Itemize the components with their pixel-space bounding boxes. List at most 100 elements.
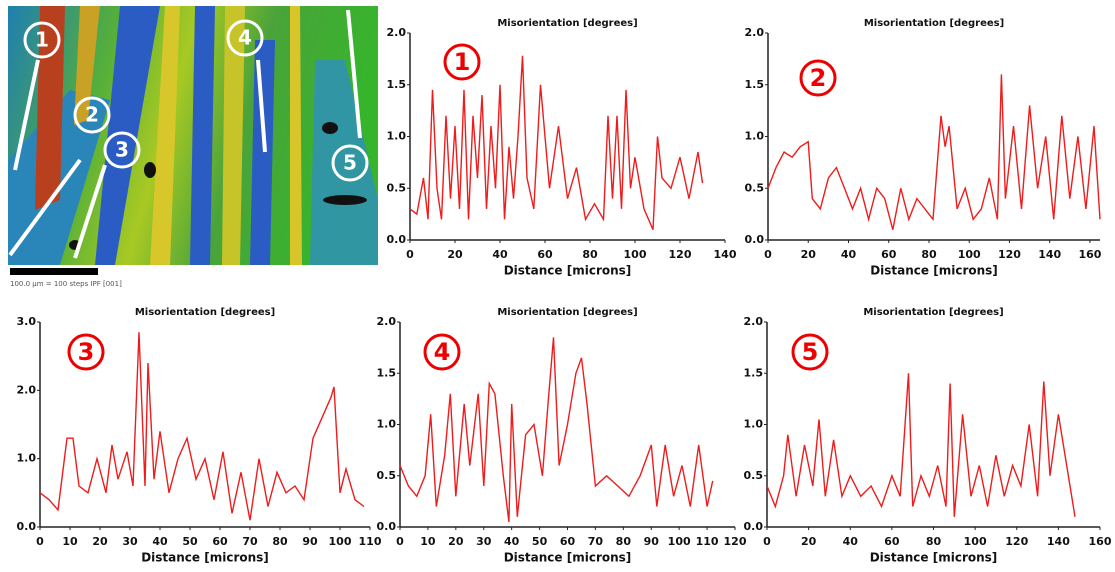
x-axis-label: Distance [microns] (870, 551, 998, 565)
x-tick-label: 0 (764, 248, 772, 261)
x-tick-label: 0 (406, 248, 414, 261)
scale-label: 100.0 µm = 100 steps IPF [001] (10, 280, 122, 288)
data-line (766, 373, 1076, 517)
annotation-circle (791, 333, 829, 371)
x-tick-label: 100 (329, 535, 352, 548)
y-tick-label: 1.5 (377, 366, 397, 379)
annotation: 5 (802, 338, 819, 366)
x-tick-label: 20 (801, 535, 817, 548)
x-axis-label: Distance [microns] (141, 551, 269, 565)
x-tick-label: 80 (616, 535, 632, 548)
x-tick-label: 40 (492, 248, 508, 261)
chart-title: Misorientation [degrees] (863, 307, 1003, 318)
x-tick-label: 0 (763, 535, 771, 548)
x-tick-label: 60 (884, 535, 900, 548)
x-tick-label: 80 (921, 248, 937, 261)
data-line (399, 337, 714, 522)
x-tick-label: 30 (122, 535, 138, 548)
x-tick-label: 140 (1038, 248, 1061, 261)
x-axis-label: Distance [microns] (504, 264, 632, 278)
chart-title: Misorientation [degrees] (497, 307, 637, 318)
x-tick-label: 160 (1078, 248, 1101, 261)
y-tick-label: 0.0 (387, 233, 407, 246)
x-tick-label: 60 (537, 248, 553, 261)
x-tick-label: 100 (624, 248, 647, 261)
y-tick-label: 0.5 (744, 469, 764, 482)
x-tick-label: 80 (582, 248, 598, 261)
y-tick-label: 0.0 (377, 520, 397, 533)
x-tick-label: 60 (881, 248, 897, 261)
y-tick-label: 1.0 (744, 418, 764, 431)
x-tick-label: 0 (36, 535, 44, 548)
x-tick-label: 50 (532, 535, 548, 548)
x-tick-label: 120 (1005, 535, 1028, 548)
ebsd-map: 1 2 3 4 5 100.0 µm = 100 steps IPF [001] (8, 6, 378, 288)
x-tick-label: 90 (644, 535, 660, 548)
x-tick-label: 80 (926, 535, 942, 548)
map-label: 2 (85, 103, 99, 127)
y-tick-label: 0.0 (744, 520, 764, 533)
x-tick-label: 60 (212, 535, 228, 548)
x-tick-label: 100 (668, 535, 691, 548)
x-tick-label: 20 (801, 248, 817, 261)
map-label: 3 (115, 138, 129, 162)
annotation: 1 (454, 48, 471, 76)
annotation-circle (67, 333, 105, 371)
y-tick-label: 1.5 (745, 78, 765, 91)
data-line (767, 74, 1101, 230)
annotation: 2 (810, 64, 827, 92)
x-tick-label: 50 (182, 535, 198, 548)
x-tick-label: 120 (724, 535, 747, 548)
y-tick-label: 1.5 (744, 366, 764, 379)
map-label: 1 (35, 28, 49, 52)
annotation-circle (423, 333, 461, 371)
map-label: 5 (343, 151, 357, 175)
x-tick-label: 100 (958, 248, 981, 261)
x-tick-label: 160 (1089, 535, 1112, 548)
x-tick-label: 120 (998, 248, 1021, 261)
y-tick-label: 1.5 (387, 78, 407, 91)
x-tick-label: 40 (843, 535, 859, 548)
chart-title: Misorientation [degrees] (864, 18, 1004, 29)
x-axis-label: Distance [microns] (504, 551, 632, 565)
y-tick-label: 1.0 (387, 130, 407, 143)
x-tick-label: 100 (964, 535, 987, 548)
y-tick-label: 1.0 (377, 418, 397, 431)
y-tick-label: 0.5 (745, 181, 765, 194)
y-tick-label: 1.0 (745, 130, 765, 143)
annotation: 4 (434, 338, 451, 366)
x-tick-label: 20 (447, 248, 463, 261)
annotation-circle (443, 43, 481, 81)
y-tick-label: 3.0 (17, 315, 37, 328)
x-tick-label: 80 (272, 535, 288, 548)
x-tick-label: 110 (359, 535, 382, 548)
x-tick-label: 30 (476, 535, 492, 548)
x-tick-label: 40 (504, 535, 520, 548)
y-tick-label: 1.0 (17, 452, 37, 465)
x-tick-label: 40 (152, 535, 168, 548)
y-tick-label: 0.0 (17, 520, 37, 533)
x-tick-label: 20 (92, 535, 108, 548)
chart-title: Misorientation [degrees] (135, 307, 275, 318)
x-tick-label: 90 (302, 535, 318, 548)
y-tick-label: 2.0 (387, 26, 407, 39)
x-tick-label: 140 (714, 248, 737, 261)
x-tick-label: 70 (242, 535, 258, 548)
y-tick-label: 2.0 (745, 26, 765, 39)
y-tick-label: 0.5 (387, 181, 407, 194)
x-tick-label: 20 (448, 535, 464, 548)
x-tick-label: 70 (588, 535, 604, 548)
x-tick-label: 110 (696, 535, 719, 548)
annotation: 3 (78, 338, 95, 366)
x-tick-label: 10 (420, 535, 436, 548)
x-axis-label: Distance [microns] (870, 264, 998, 278)
chart-title: Misorientation [degrees] (497, 18, 637, 29)
map-label: 4 (238, 26, 252, 50)
data-line (409, 55, 704, 230)
data-line (39, 332, 365, 521)
x-tick-label: 10 (62, 535, 78, 548)
x-tick-label: 60 (560, 535, 576, 548)
x-tick-label: 120 (669, 248, 692, 261)
y-tick-label: 2.0 (17, 383, 37, 396)
